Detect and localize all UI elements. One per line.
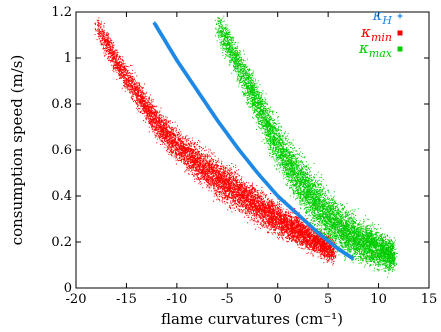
- y-tick-label: 0.4: [51, 189, 72, 204]
- y-tick-label: 1.2: [51, 5, 72, 20]
- legend-marker-1: [397, 30, 403, 36]
- series-points-0: [152, 21, 355, 261]
- x-tick-label: 10: [370, 292, 387, 307]
- legend-marker-2: [397, 46, 403, 52]
- series-points-1: [94, 17, 337, 266]
- y-tick-label: 1: [64, 51, 72, 66]
- legend-label-2: κmax: [358, 39, 393, 60]
- x-axis-label: flame curvatures (cm⁻¹): [161, 310, 343, 328]
- x-tick-label: -10: [166, 292, 187, 307]
- x-tick-label: 0: [274, 292, 282, 307]
- series-cloud-2: [214, 15, 398, 278]
- y-tick-label: 0.8: [51, 97, 72, 112]
- series-points-2: [214, 15, 398, 278]
- plot-area: [94, 15, 398, 278]
- x-tick-label: -15: [116, 292, 137, 307]
- series-cloud-1: [94, 17, 337, 266]
- y-tick-label: 0: [64, 281, 72, 296]
- legend-label-1: κmin: [360, 23, 392, 44]
- legend-label-0: κH: [372, 6, 393, 27]
- y-tick-label: 0.6: [51, 143, 72, 158]
- legend-marker-0: [397, 13, 403, 19]
- axis-ticks: -20 -15 -10 -5 0 5 10 15 0 0.2 0.4 0.6 0.8 1 1.2: [51, 5, 437, 307]
- x-tick-label: -20: [66, 292, 87, 307]
- x-tick-label: 15: [421, 292, 438, 307]
- y-tick-label: 0.2: [51, 235, 72, 250]
- y-axis-label: consumption speed (m/s): [8, 55, 26, 246]
- x-tick-label: 5: [324, 292, 332, 307]
- series-cloud-0: [152, 21, 355, 261]
- x-tick-label: -5: [221, 292, 234, 307]
